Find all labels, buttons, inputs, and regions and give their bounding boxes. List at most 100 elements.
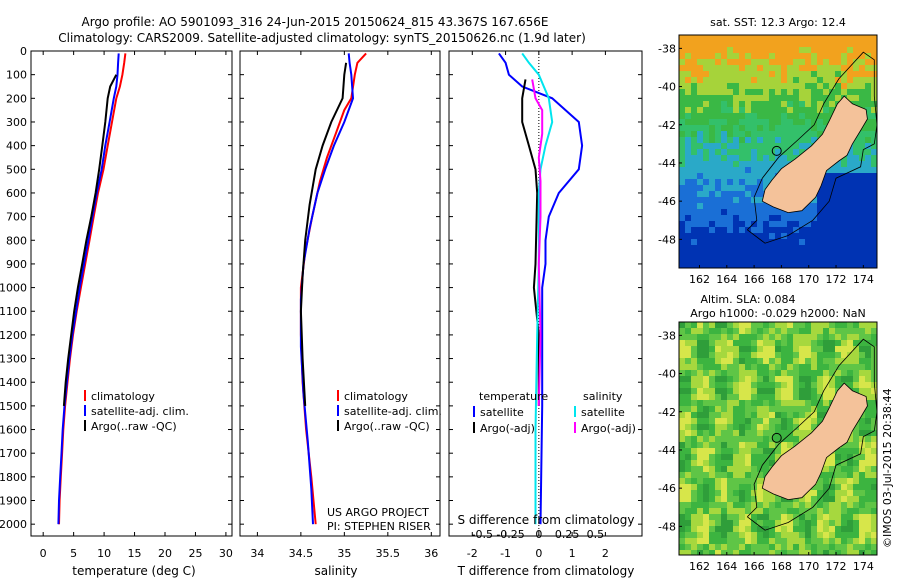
map-cell	[871, 424, 877, 430]
map-cell	[781, 215, 787, 221]
map-cell	[763, 394, 769, 400]
legend-label: Argo(..raw -QC)	[91, 420, 177, 433]
lon-tick-label: 162	[689, 273, 710, 286]
map-cell	[745, 358, 751, 364]
map-cell	[721, 257, 727, 263]
map-cell	[841, 59, 847, 65]
map-cell	[679, 502, 685, 508]
y-tick-label: 300	[6, 116, 27, 129]
map-cell	[781, 382, 787, 388]
map-cell	[757, 418, 763, 424]
map-cell	[709, 490, 715, 496]
map-cell	[679, 71, 685, 77]
map-cell	[751, 370, 757, 376]
map-cell	[721, 502, 727, 508]
map-cell	[679, 442, 685, 448]
map-cell	[811, 47, 817, 53]
map-cell	[775, 131, 781, 137]
map-cell	[733, 388, 739, 394]
map-cell	[745, 125, 751, 131]
map-cell	[685, 322, 691, 328]
map-cell	[835, 544, 841, 550]
series-line	[299, 62, 348, 406]
map-cell	[745, 161, 751, 167]
map-cell	[709, 215, 715, 221]
map-cell	[787, 89, 793, 95]
map-cell	[721, 334, 727, 340]
map-cell	[739, 83, 745, 89]
map-cell	[853, 71, 859, 77]
map-cell	[727, 472, 733, 478]
map-cell	[847, 47, 853, 53]
map-cell	[685, 197, 691, 203]
map-cell	[769, 334, 775, 340]
map-cell	[679, 436, 685, 442]
map-cell	[751, 346, 757, 352]
map-cell	[865, 376, 871, 382]
map-cell	[865, 328, 871, 334]
map-cell	[709, 358, 715, 364]
map-cell	[757, 131, 763, 137]
map-cell	[691, 221, 697, 227]
map-cell	[859, 257, 865, 263]
map-cell	[721, 328, 727, 334]
map-cell	[793, 328, 799, 334]
map-cell	[769, 143, 775, 149]
map-cell	[727, 125, 733, 131]
map-cell	[721, 155, 727, 161]
map-cell	[769, 406, 775, 412]
map-cell	[805, 65, 811, 71]
map-cell	[763, 95, 769, 101]
map-cell	[679, 215, 685, 221]
map-cell	[757, 101, 763, 107]
map-cell	[835, 490, 841, 496]
map-cell	[733, 550, 739, 555]
map-cell	[781, 161, 787, 167]
map-cell	[805, 490, 811, 496]
map-cell	[715, 442, 721, 448]
map-cell	[775, 167, 781, 173]
map-cell	[703, 436, 709, 442]
map-cell	[829, 544, 835, 550]
map-cell	[709, 137, 715, 143]
map-cell	[865, 334, 871, 340]
map-cell	[871, 322, 877, 328]
x-tick-label: 34.5	[289, 547, 314, 560]
map-cell	[775, 35, 781, 41]
map-cell	[811, 221, 817, 227]
map-cell	[865, 149, 871, 155]
map-cell	[799, 352, 805, 358]
y-tick-label: 1400	[0, 376, 27, 389]
map-cell	[703, 227, 709, 233]
map-cell	[865, 59, 871, 65]
map-cell	[817, 251, 823, 257]
map-cell	[721, 394, 727, 400]
map-cell	[739, 77, 745, 83]
map-cell	[745, 173, 751, 179]
map-cell	[799, 239, 805, 245]
map-cell	[865, 526, 871, 532]
map-cell	[769, 424, 775, 430]
map-cell	[829, 77, 835, 83]
map-cell	[757, 358, 763, 364]
map-cell	[829, 47, 835, 53]
map-cell	[763, 424, 769, 430]
map-cell	[799, 251, 805, 257]
map-cell	[727, 233, 733, 239]
map-cell	[823, 490, 829, 496]
map-cell	[865, 484, 871, 490]
argo-position-marker	[771, 145, 782, 156]
map-cell	[715, 400, 721, 406]
map-cell	[799, 35, 805, 41]
map-cell	[763, 59, 769, 65]
map-cell	[787, 322, 793, 328]
map-cell	[781, 376, 787, 382]
map-cell	[757, 334, 763, 340]
map-cell	[691, 508, 697, 514]
map-cell	[763, 412, 769, 418]
map-cell	[817, 215, 823, 221]
map-cell	[841, 478, 847, 484]
map-cell	[835, 191, 841, 197]
map-cell	[757, 424, 763, 430]
map-cell	[781, 322, 787, 328]
